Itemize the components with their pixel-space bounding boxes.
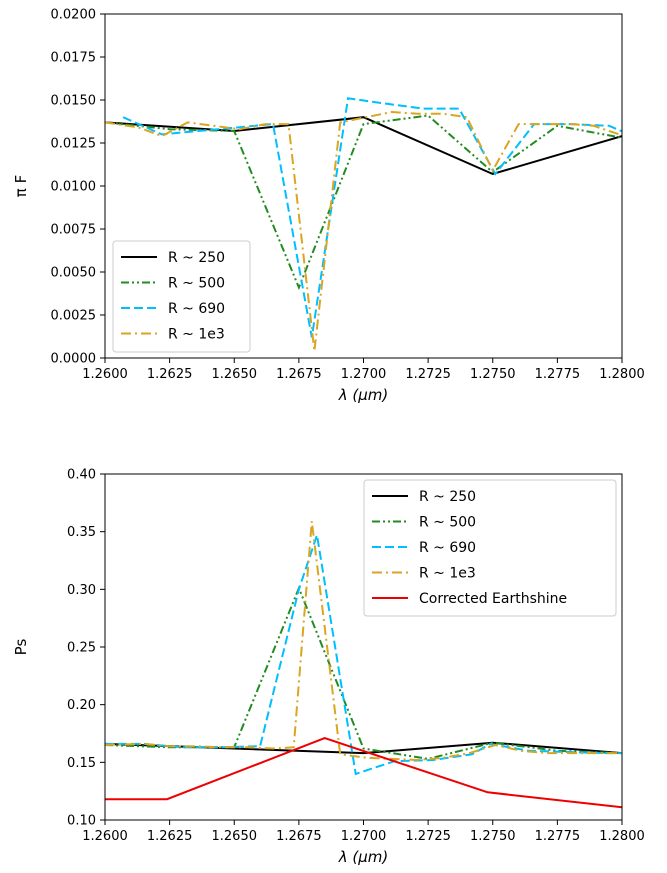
x-tick-label: 1.2650 <box>212 367 258 382</box>
series-group <box>105 97 622 352</box>
series-line-4 <box>105 110 620 352</box>
x-tick-label: 1.2725 <box>405 367 451 382</box>
legend-label-2: R ~ 500 <box>168 276 225 292</box>
y-axis-label: Ps <box>12 639 30 656</box>
y-tick-label: 0.20 <box>67 698 96 713</box>
y-axis-label: π F <box>12 175 30 197</box>
legend-label-4: R ~ 1e3 <box>168 327 225 343</box>
chart-2: 1.2600 1.2625 1.2650 1.2675 1.2700 1.2725 1.27… <box>12 468 645 867</box>
x-tick-label: 1.2800 <box>599 367 645 382</box>
y-tick-label: 0.0075 <box>51 223 97 238</box>
y-tick-label: 0.0175 <box>51 51 97 66</box>
y-tick-label: 0.0200 <box>51 8 97 23</box>
legend-label-1: R ~ 250 <box>168 250 225 266</box>
legend-label-5: Corrected Earthshine <box>419 591 567 607</box>
series-line-1 <box>105 116 622 176</box>
y-tick-label: 0.25 <box>67 641 96 656</box>
legend-label-4: R ~ 1e3 <box>419 566 476 582</box>
y-tick-label: 0.30 <box>67 583 96 598</box>
x-axis-label: λ (μm) <box>338 848 389 866</box>
x-axis-label: λ (μm) <box>338 386 389 404</box>
chart-1: 1.2600 1.2625 1.2650 1.2675 1.2700 1.2725 1.27… <box>12 8 645 405</box>
x-tick-label: 1.2800 <box>599 829 645 844</box>
y-tick-label: 0.0125 <box>51 137 97 152</box>
x-tick-label: 1.2675 <box>276 829 322 844</box>
x-tick-label: 1.2625 <box>147 367 193 382</box>
legend-frame <box>363 479 617 617</box>
series-line-5 <box>105 737 622 809</box>
x-tick-label: 1.2700 <box>341 829 387 844</box>
y-tick-label: 0.15 <box>67 756 96 771</box>
legend: R ~ 250 R ~ 500 R ~ 690 R ~ 1e3 <box>112 240 251 353</box>
legend-label-1: R ~ 250 <box>419 489 476 505</box>
x-tick-label: 1.2750 <box>470 367 516 382</box>
x-tick-label: 1.2625 <box>147 829 193 844</box>
y-tick-label: 0.10 <box>67 814 96 829</box>
legend-label-3: R ~ 690 <box>419 540 476 556</box>
series-group <box>105 521 622 809</box>
legend: R ~ 250 R ~ 500 R ~ 690 R ~ 1e3 Corrected Ea… <box>363 479 617 617</box>
legend-label-3: R ~ 690 <box>168 301 225 317</box>
y-tick-label: 0.0050 <box>51 266 97 281</box>
y-tick-label: 0.0000 <box>51 352 97 367</box>
series-line-3 <box>105 534 622 776</box>
x-tick-label: 1.2725 <box>405 829 451 844</box>
x-tick-label: 1.2600 <box>82 829 128 844</box>
x-tick-label: 1.2650 <box>212 829 258 844</box>
y-tick-label: 0.35 <box>67 525 96 540</box>
x-tick-label: 1.2775 <box>535 829 581 844</box>
series-line-2 <box>105 114 622 291</box>
legend-label-2: R ~ 500 <box>419 515 476 531</box>
y-tick-label: 0.0100 <box>51 180 97 195</box>
y-tick-label: 0.0150 <box>51 94 97 109</box>
legend-frame <box>112 240 251 353</box>
x-tick-label: 1.2600 <box>82 367 128 382</box>
x-tick-label: 1.2750 <box>470 829 516 844</box>
y-tick-label: 0.0025 <box>51 309 97 324</box>
x-tick-label: 1.2700 <box>341 367 387 382</box>
x-tick-label: 1.2775 <box>535 367 581 382</box>
x-tick-label: 1.2675 <box>276 367 322 382</box>
y-tick-label: 0.40 <box>67 468 96 483</box>
